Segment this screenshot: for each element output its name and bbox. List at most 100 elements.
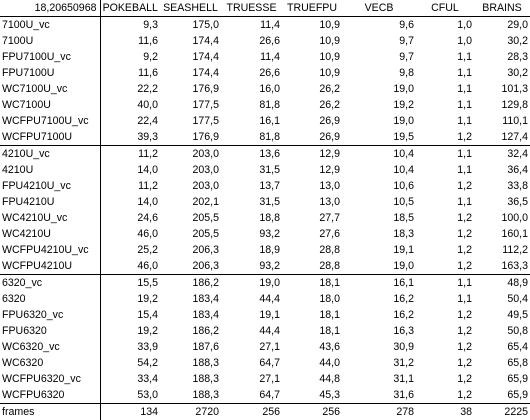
value-cell[interactable]: 187,6 xyxy=(160,339,221,355)
value-cell[interactable]: 19,2 xyxy=(100,323,160,339)
value-cell[interactable]: 18,9 xyxy=(221,242,282,258)
value-cell[interactable]: 25,2 xyxy=(100,242,160,258)
value-cell[interactable]: 18,5 xyxy=(342,210,416,226)
value-cell[interactable]: 18,8 xyxy=(221,210,282,226)
value-cell[interactable]: 36,4 xyxy=(474,162,530,178)
value-cell[interactable]: 1,1 xyxy=(416,113,474,129)
value-cell[interactable]: 11,2 xyxy=(100,178,160,194)
value-cell[interactable]: 10,9 xyxy=(282,17,342,34)
value-cell[interactable]: 1,2 xyxy=(416,129,474,146)
value-cell[interactable]: 127,4 xyxy=(474,129,530,146)
value-cell[interactable]: 46,0 xyxy=(100,226,160,242)
value-cell[interactable]: 177,5 xyxy=(160,97,221,113)
value-cell[interactable]: 19,0 xyxy=(342,81,416,97)
value-cell[interactable]: 44,4 xyxy=(221,323,282,339)
column-header[interactable]: POKEBALL xyxy=(100,0,160,17)
row-label-cell[interactable]: WCFPU7100U_vc xyxy=(0,113,100,129)
value-cell[interactable]: 18,1 xyxy=(282,275,342,292)
value-cell[interactable]: 31,2 xyxy=(342,355,416,371)
value-cell[interactable]: 14,0 xyxy=(100,162,160,178)
value-cell[interactable]: 39,3 xyxy=(100,129,160,146)
value-cell[interactable]: 64,7 xyxy=(221,355,282,371)
value-cell[interactable]: 11,4 xyxy=(221,49,282,65)
row-label-cell[interactable]: FPU6320 xyxy=(0,323,100,339)
value-cell[interactable]: 176,9 xyxy=(160,81,221,97)
column-header[interactable]: CFUL xyxy=(416,0,474,17)
value-cell[interactable]: 1,2 xyxy=(416,258,474,275)
row-label-cell[interactable]: FPU6320_vc xyxy=(0,307,100,323)
value-cell[interactable]: 101,3 xyxy=(474,81,530,97)
value-cell[interactable]: 44,8 xyxy=(282,371,342,387)
value-cell[interactable]: 19,1 xyxy=(221,307,282,323)
value-cell[interactable]: 65,9 xyxy=(474,387,530,404)
value-cell[interactable]: 13,0 xyxy=(282,178,342,194)
value-cell[interactable]: 30,9 xyxy=(342,339,416,355)
value-cell[interactable]: 1,2 xyxy=(416,210,474,226)
value-cell[interactable]: 36,5 xyxy=(474,194,530,210)
value-cell[interactable]: 174,4 xyxy=(160,65,221,81)
value-cell[interactable]: 1,1 xyxy=(416,275,474,292)
value-cell[interactable]: 1,1 xyxy=(416,291,474,307)
row-label-cell[interactable]: 4210U xyxy=(0,162,100,178)
value-cell[interactable]: 65,4 xyxy=(474,339,530,355)
row-label-cell[interactable]: WCFPU6320 xyxy=(0,387,100,404)
value-cell[interactable]: 1,2 xyxy=(416,355,474,371)
corner-cell[interactable]: 18,20650968 xyxy=(0,0,100,17)
value-cell[interactable]: 27,1 xyxy=(221,371,282,387)
value-cell[interactable]: 1,1 xyxy=(416,81,474,97)
value-cell[interactable]: 93,2 xyxy=(221,258,282,275)
value-cell[interactable]: 24,6 xyxy=(100,210,160,226)
value-cell[interactable]: 183,4 xyxy=(160,307,221,323)
value-cell[interactable]: 27,6 xyxy=(282,226,342,242)
value-cell[interactable]: 31,6 xyxy=(342,387,416,404)
value-cell[interactable]: 9,7 xyxy=(342,49,416,65)
value-cell[interactable]: 31,5 xyxy=(221,194,282,210)
row-label-cell[interactable]: WC6320 xyxy=(0,355,100,371)
value-cell[interactable]: 33,4 xyxy=(100,371,160,387)
row-label-cell[interactable]: WCFPU4210U_vc xyxy=(0,242,100,258)
value-cell[interactable]: 14,0 xyxy=(100,194,160,210)
value-cell[interactable]: 46,0 xyxy=(100,258,160,275)
value-cell[interactable]: 163,3 xyxy=(474,258,530,275)
value-cell[interactable]: 44,4 xyxy=(221,291,282,307)
value-cell[interactable]: 175,0 xyxy=(160,17,221,34)
value-cell[interactable]: 18,3 xyxy=(342,226,416,242)
value-cell[interactable]: 27,1 xyxy=(221,339,282,355)
row-label-cell[interactable]: 4210U_vc xyxy=(0,146,100,163)
value-cell[interactable]: 22,4 xyxy=(100,113,160,129)
value-cell[interactable]: 19,1 xyxy=(342,242,416,258)
value-cell[interactable]: 11,6 xyxy=(100,33,160,49)
value-cell[interactable]: 1,2 xyxy=(416,178,474,194)
value-cell[interactable]: 15,4 xyxy=(100,307,160,323)
value-cell[interactable]: 10,4 xyxy=(342,162,416,178)
value-cell[interactable]: 16,1 xyxy=(342,275,416,292)
value-cell[interactable]: 11,2 xyxy=(100,146,160,163)
row-label-cell[interactable]: WC4210U_vc xyxy=(0,210,100,226)
value-cell[interactable]: 50,4 xyxy=(474,291,530,307)
value-cell[interactable]: 12,9 xyxy=(282,162,342,178)
column-header[interactable]: VECB xyxy=(342,0,416,17)
value-cell[interactable]: 203,0 xyxy=(160,146,221,163)
value-cell[interactable]: 1,1 xyxy=(416,97,474,113)
value-cell[interactable]: 33,8 xyxy=(474,178,530,194)
column-header[interactable]: TRUEFPU xyxy=(282,0,342,17)
row-label-cell[interactable]: FPU4210U xyxy=(0,194,100,210)
value-cell[interactable]: 206,3 xyxy=(160,242,221,258)
value-cell[interactable]: 183,4 xyxy=(160,291,221,307)
value-cell[interactable]: 160,1 xyxy=(474,226,530,242)
value-cell[interactable]: 186,2 xyxy=(160,323,221,339)
value-cell[interactable]: 11,6 xyxy=(100,65,160,81)
row-label-cell[interactable]: 6320_vc xyxy=(0,275,100,292)
column-header[interactable]: BRAINS xyxy=(474,0,530,17)
value-cell[interactable]: 177,5 xyxy=(160,113,221,129)
value-cell[interactable]: 65,8 xyxy=(474,355,530,371)
value-cell[interactable]: 81,8 xyxy=(221,97,282,113)
value-cell[interactable]: 45,3 xyxy=(282,387,342,404)
value-cell[interactable]: 30,2 xyxy=(474,33,530,49)
value-cell[interactable]: 19,0 xyxy=(221,275,282,292)
value-cell[interactable]: 16,0 xyxy=(221,81,282,97)
row-label-cell[interactable]: 6320 xyxy=(0,291,100,307)
value-cell[interactable]: 9,3 xyxy=(100,17,160,34)
value-cell[interactable]: 18,1 xyxy=(282,307,342,323)
value-cell[interactable]: 10,9 xyxy=(282,49,342,65)
